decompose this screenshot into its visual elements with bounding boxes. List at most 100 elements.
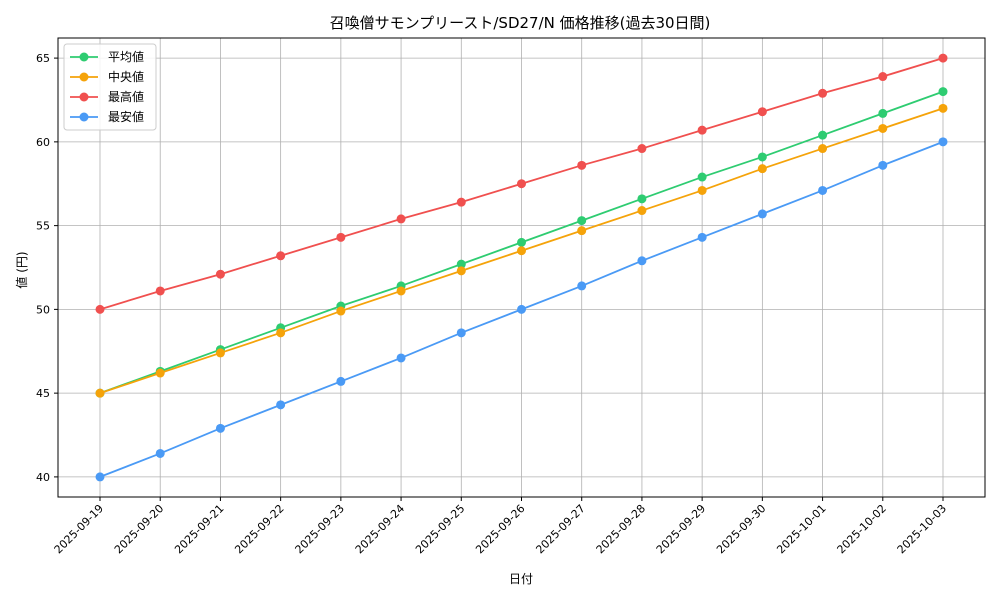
data-point bbox=[95, 388, 105, 398]
data-point bbox=[456, 266, 466, 276]
x-tick-label: 2025-09-27 bbox=[533, 502, 587, 556]
data-point bbox=[155, 368, 165, 378]
data-point bbox=[517, 246, 526, 256]
data-point bbox=[818, 185, 828, 195]
x-tick-label: 2025-09-23 bbox=[293, 502, 347, 556]
data-point bbox=[878, 123, 888, 133]
x-tick-label: 2025-09-19 bbox=[52, 502, 106, 556]
data-point bbox=[878, 160, 888, 170]
data-point bbox=[757, 209, 767, 219]
data-point bbox=[215, 269, 225, 279]
legend-item: 中央値 bbox=[70, 69, 144, 84]
data-point bbox=[456, 259, 466, 269]
data-point bbox=[517, 237, 526, 247]
x-tick-label: 2025-09-29 bbox=[654, 502, 708, 556]
y-tick-label: 45 bbox=[36, 387, 50, 400]
x-tick-label: 2025-09-21 bbox=[172, 502, 226, 556]
data-point bbox=[336, 232, 346, 242]
data-point bbox=[637, 206, 647, 216]
y-tick-label: 60 bbox=[36, 136, 50, 149]
legend-label: 最安値 bbox=[108, 109, 144, 124]
data-point bbox=[396, 353, 406, 363]
data-point bbox=[697, 185, 707, 195]
data-point bbox=[215, 423, 225, 433]
series-2 bbox=[95, 103, 948, 398]
data-point bbox=[878, 72, 888, 82]
x-tick-label: 2025-09-30 bbox=[714, 502, 768, 556]
grid-layer bbox=[58, 38, 985, 497]
x-tick-labels: 2025-09-19 2025-09-20 2025-09-21 2025-09-22… bbox=[52, 497, 949, 556]
y-tick-label: 50 bbox=[36, 303, 50, 316]
legend-swatch-marker bbox=[79, 52, 89, 62]
data-point bbox=[95, 304, 105, 314]
legend-item: 最高値 bbox=[70, 89, 144, 104]
data-point bbox=[577, 216, 587, 226]
data-point bbox=[878, 108, 888, 118]
legend-box bbox=[63, 43, 157, 131]
data-point bbox=[276, 400, 286, 410]
data-point bbox=[637, 256, 647, 266]
y-axis-label: 値 (円) bbox=[14, 251, 29, 288]
data-point bbox=[757, 152, 767, 162]
data-point bbox=[697, 172, 707, 182]
data-point bbox=[938, 53, 948, 63]
series-4 bbox=[95, 137, 948, 482]
legend-swatch-marker bbox=[79, 112, 89, 122]
data-point bbox=[517, 304, 526, 314]
legend-item: 平均値 bbox=[70, 49, 144, 64]
legend-label: 平均値 bbox=[108, 49, 144, 64]
legend-label: 最高値 bbox=[108, 89, 144, 104]
data-point bbox=[456, 328, 466, 338]
y-tick-label: 55 bbox=[36, 220, 50, 233]
data-point bbox=[276, 328, 286, 338]
data-point bbox=[577, 281, 587, 291]
x-tick-label: 2025-10-01 bbox=[774, 502, 828, 556]
data-point bbox=[155, 448, 165, 458]
x-tick-label: 2025-10-02 bbox=[835, 502, 889, 556]
x-tick-label: 2025-09-28 bbox=[594, 502, 648, 556]
x-tick-label: 2025-09-24 bbox=[353, 502, 407, 556]
data-point bbox=[938, 137, 948, 147]
data-point bbox=[577, 160, 587, 170]
y-tick-labels: 40 45 50 55 60 65 bbox=[36, 52, 58, 484]
data-point bbox=[938, 103, 948, 113]
legend-swatch-marker bbox=[79, 72, 89, 82]
x-tick-label: 2025-09-26 bbox=[473, 502, 527, 556]
data-point bbox=[95, 472, 105, 482]
data-point bbox=[155, 286, 165, 296]
x-tick-label: 2025-10-03 bbox=[895, 502, 949, 556]
data-point bbox=[336, 376, 346, 386]
series-layer bbox=[95, 53, 948, 482]
data-point bbox=[396, 214, 406, 224]
data-point bbox=[697, 125, 707, 135]
data-point bbox=[637, 194, 647, 204]
data-point bbox=[757, 164, 767, 174]
chart-title: 召喚僧サモンプリースト/SD27/N 価格推移(過去30日間) bbox=[330, 14, 711, 32]
series-3 bbox=[95, 53, 948, 314]
data-point bbox=[336, 306, 346, 316]
legend-label: 中央値 bbox=[108, 69, 144, 84]
data-point bbox=[456, 197, 466, 207]
x-axis-label: 日付 bbox=[509, 572, 533, 586]
x-tick-label: 2025-09-22 bbox=[232, 502, 286, 556]
data-point bbox=[697, 232, 707, 242]
data-point bbox=[577, 226, 587, 236]
x-tick-label: 2025-09-20 bbox=[112, 502, 166, 556]
data-point bbox=[818, 144, 828, 154]
y-tick-label: 40 bbox=[36, 471, 50, 484]
data-point bbox=[276, 251, 286, 261]
data-point bbox=[215, 348, 225, 358]
data-point bbox=[396, 286, 406, 296]
data-point bbox=[757, 107, 767, 117]
legend-item: 最安値 bbox=[70, 109, 144, 124]
x-tick-label: 2025-09-25 bbox=[413, 502, 467, 556]
y-tick-label: 65 bbox=[36, 52, 50, 65]
data-point bbox=[818, 88, 828, 98]
data-point bbox=[517, 179, 526, 189]
legend-swatch-marker bbox=[79, 92, 89, 102]
data-point bbox=[818, 130, 828, 140]
data-point bbox=[637, 144, 647, 154]
data-point bbox=[938, 87, 948, 97]
